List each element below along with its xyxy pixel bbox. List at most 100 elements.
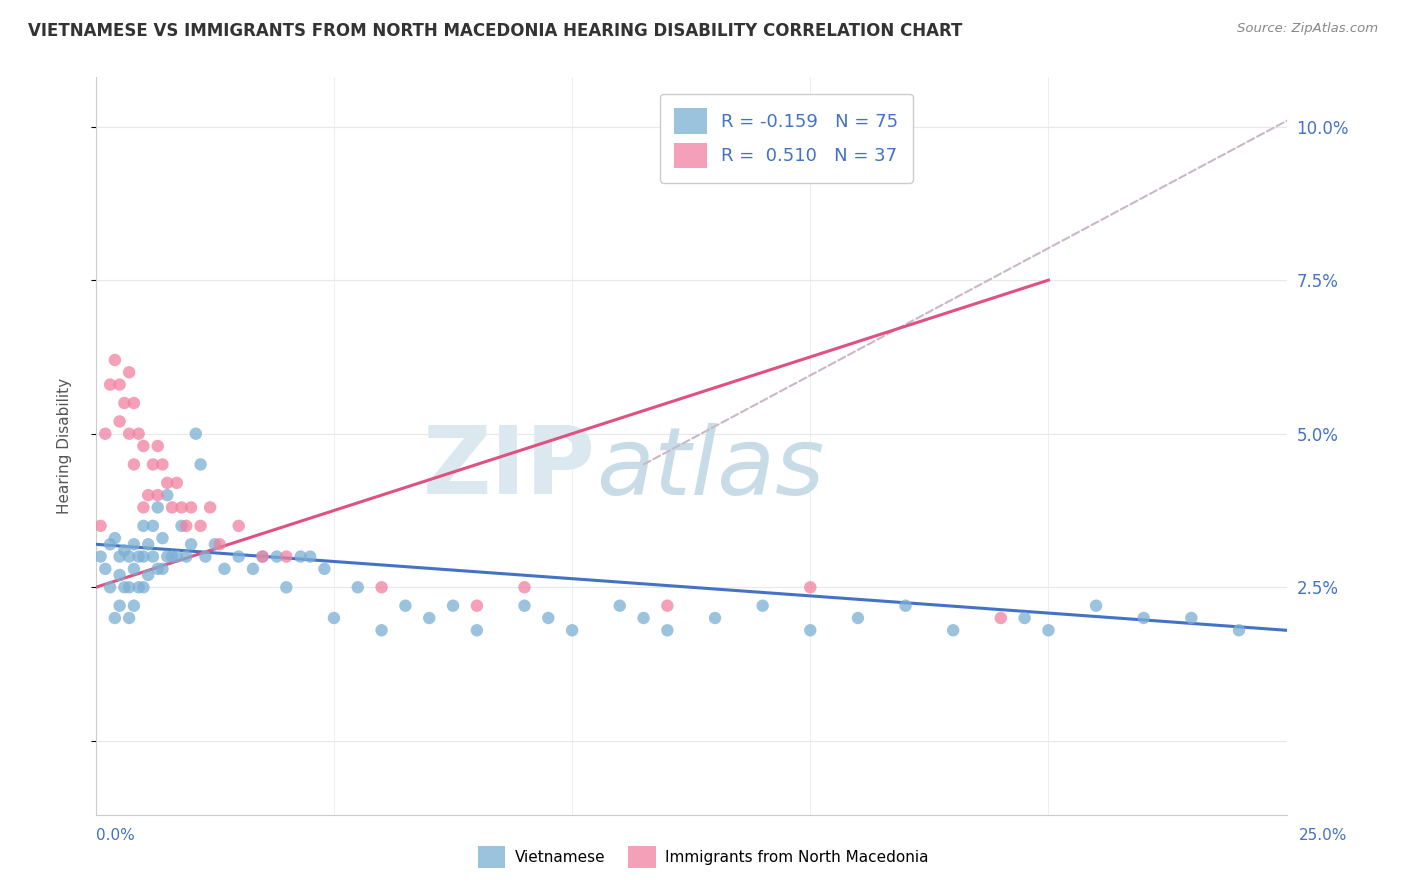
Point [152,562,174,576]
Point [122,599,145,613]
Point [112,396,135,410]
Point [108,599,131,613]
Point [174,519,197,533]
Point [704,611,727,625]
Point [166,549,188,564]
Point [142,549,165,564]
Point [118,365,141,379]
Point [142,458,165,472]
Point [252,549,274,564]
Point [513,580,536,594]
Point [198,500,221,515]
Point [990,611,1012,625]
Point [156,549,179,564]
Point [170,500,193,515]
Point [94,562,117,576]
Point [112,543,135,558]
Point [609,599,631,613]
Point [146,562,169,576]
Point [346,580,368,594]
Point [180,500,202,515]
Point [208,537,231,551]
Text: 0.0%: 0.0% [96,828,135,843]
Point [90,519,112,533]
Point [122,562,145,576]
Legend: R = -0.159   N = 75, R =  0.510   N = 37: R = -0.159 N = 75, R = 0.510 N = 37 [659,94,912,183]
Point [894,599,917,613]
Point [1132,611,1154,625]
Point [1085,599,1108,613]
Point [118,580,141,594]
Point [122,537,145,551]
Point [633,611,655,625]
Point [146,439,169,453]
Point [104,531,127,545]
Point [104,353,127,368]
Point [370,580,392,594]
Point [1227,624,1250,638]
Point [98,537,121,551]
Point [156,475,179,490]
Point [314,562,336,576]
Point [112,580,135,594]
Point [194,549,217,564]
Point [122,458,145,472]
Text: 25.0%: 25.0% [1299,828,1347,843]
Point [1180,611,1202,625]
Point [418,611,440,625]
Point [441,599,464,613]
Point [128,580,150,594]
Point [108,414,131,428]
Point [166,475,188,490]
Text: VIETNAMESE VS IMMIGRANTS FROM NORTH MACEDONIA HEARING DISABILITY CORRELATION CHA: VIETNAMESE VS IMMIGRANTS FROM NORTH MACE… [28,22,963,40]
Point [94,426,117,441]
Point [299,549,322,564]
Point [276,549,298,564]
Point [228,519,250,533]
Point [323,611,346,625]
Point [98,580,121,594]
Point [290,549,312,564]
Point [657,624,679,638]
Point [118,611,141,625]
Point [1038,624,1060,638]
Point [136,488,159,502]
Y-axis label: Hearing Disability: Hearing Disability [58,378,72,514]
Point [132,580,155,594]
Point [1014,611,1036,625]
Point [190,519,212,533]
Point [751,599,773,613]
Point [204,537,226,551]
Point [174,549,197,564]
Point [136,537,159,551]
Text: ZIP: ZIP [423,422,596,514]
Point [799,580,821,594]
Point [465,624,488,638]
Point [142,519,165,533]
Point [152,531,174,545]
Point [513,599,536,613]
Point [561,624,583,638]
Point [146,488,169,502]
Point [190,458,212,472]
Point [846,611,869,625]
Point [122,396,145,410]
Point [128,426,150,441]
Point [152,458,174,472]
Point [108,568,131,582]
Point [160,500,183,515]
Point [136,568,159,582]
Point [214,562,236,576]
Point [394,599,416,613]
Point [118,426,141,441]
Point [252,549,274,564]
Point [266,549,288,564]
Point [370,624,392,638]
Point [90,549,112,564]
Point [98,377,121,392]
Point [170,519,193,533]
Point [156,488,179,502]
Point [942,624,965,638]
Text: Source: ZipAtlas.com: Source: ZipAtlas.com [1237,22,1378,36]
Point [132,519,155,533]
